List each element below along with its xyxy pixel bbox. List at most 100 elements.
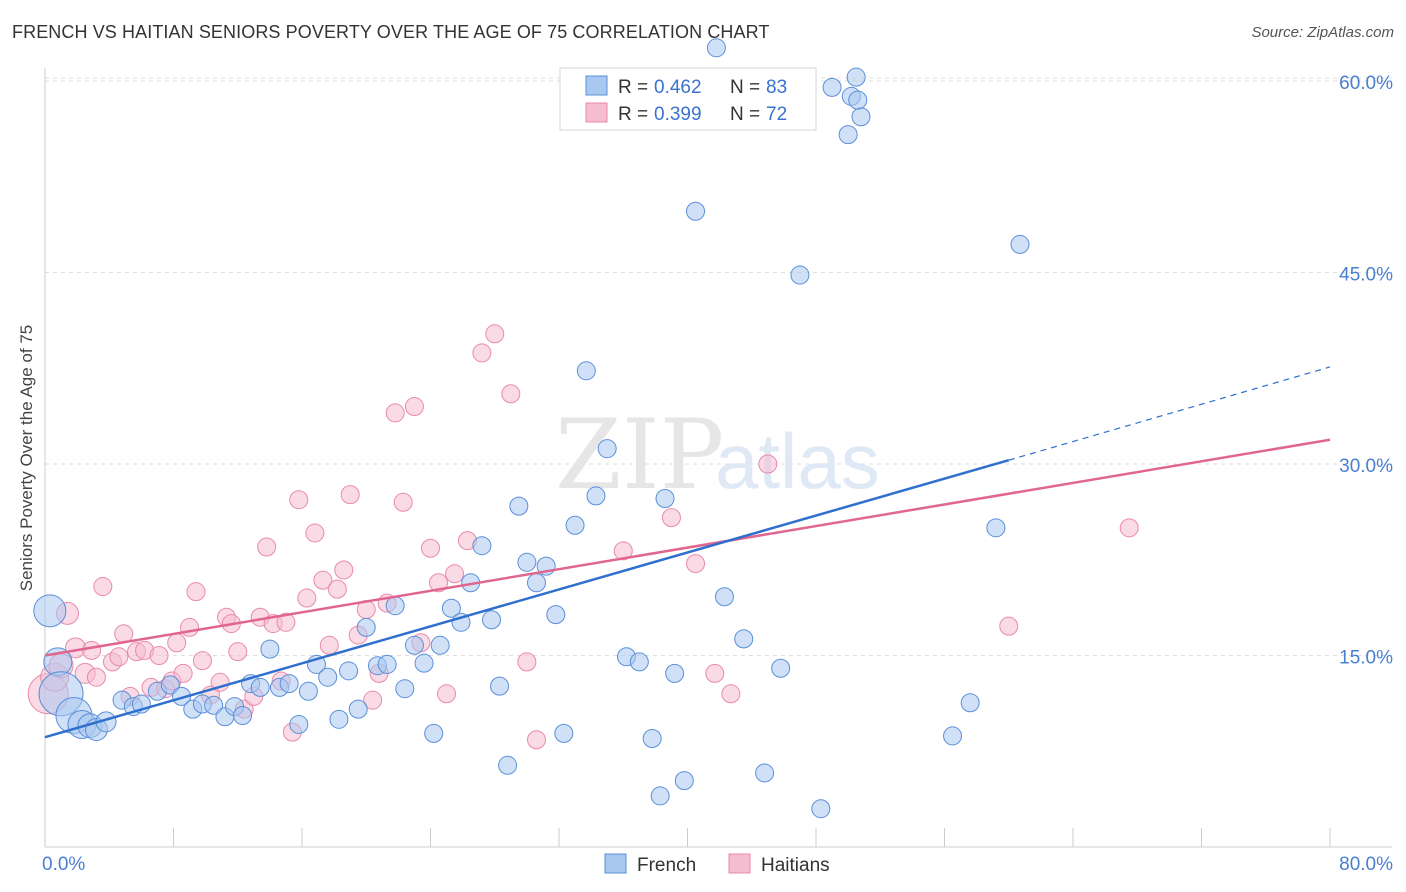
french-point (160, 675, 180, 695)
haitians-point (661, 508, 681, 528)
french-points (33, 38, 1030, 819)
haitians-point (257, 537, 277, 557)
french-point (472, 536, 492, 556)
french-point (339, 661, 359, 681)
french-point (665, 663, 685, 683)
haitians-point (613, 541, 633, 561)
french-point (851, 107, 871, 127)
french-point (811, 799, 831, 819)
haitians-point (1119, 518, 1139, 538)
french-point (430, 635, 450, 655)
french-point (629, 652, 649, 672)
french-point (838, 125, 858, 145)
haitians-point (297, 588, 317, 608)
legend-n-label-french: N = (730, 77, 760, 98)
bottom-legend-haitians: Haitians (761, 855, 830, 876)
haitians-point (437, 684, 457, 704)
haitians-point (313, 570, 333, 590)
haitians-point (86, 667, 106, 687)
watermark-atlas: atlas (715, 417, 880, 505)
french-point (260, 639, 280, 659)
legend-swatch-haitians (585, 102, 608, 123)
french-point (498, 755, 518, 775)
french-point (385, 596, 405, 616)
haitians-point (758, 454, 778, 474)
top-legend: R = 0.462 N = 83 R = 0.399 N = 72 (559, 67, 817, 131)
french-point (33, 594, 67, 628)
french-point (289, 714, 309, 734)
french-point (517, 552, 537, 572)
french-point (377, 654, 397, 674)
french-point (565, 515, 585, 535)
legend-n-value-haitians: 72 (766, 104, 787, 125)
french-point (356, 617, 376, 637)
haitians-point (334, 560, 354, 580)
haitians-point (149, 646, 169, 665)
french-point (233, 706, 253, 726)
haitians-point (393, 492, 413, 512)
haitians-point (192, 651, 212, 671)
haitians-point (319, 635, 339, 655)
french-point (527, 573, 547, 593)
french-point (755, 763, 775, 783)
french-point (790, 265, 810, 285)
french-point (482, 610, 502, 630)
haitians-point (385, 403, 405, 423)
haitians-point (167, 633, 187, 653)
haitians-point (228, 642, 248, 662)
legend-swatch-french (585, 75, 608, 96)
haitians-point (404, 397, 424, 417)
haitians-point (305, 523, 325, 543)
french-point (441, 598, 461, 618)
haitians-point (340, 485, 360, 505)
haitians-point (186, 582, 206, 602)
french-point (204, 695, 224, 715)
y-tick-label: 15.0% (1339, 648, 1393, 669)
french-point (318, 667, 338, 687)
french-point (404, 635, 424, 655)
french-point (734, 629, 754, 649)
source-credit: Source: ZipAtlas.com (1251, 24, 1394, 41)
haitians-point (173, 663, 193, 683)
chart-title: FRENCH VS HAITIAN SENIORS POVERTY OVER T… (12, 22, 770, 42)
haitians-point (363, 690, 383, 710)
legend-n-value-french: 83 (766, 77, 787, 98)
haitians-point (445, 564, 465, 584)
haitians-point (421, 538, 440, 558)
french-point (509, 496, 529, 516)
french-point (586, 486, 606, 506)
french-point (554, 723, 574, 743)
french-point (674, 771, 694, 791)
haitians-point (93, 577, 113, 597)
bottom-legend-swatch-french (604, 853, 627, 874)
watermark-zip: ZIP (555, 399, 724, 511)
y-tick-label: 60.0% (1339, 73, 1393, 94)
french-point (771, 658, 791, 678)
french-point (279, 674, 299, 694)
haitians-point (429, 573, 449, 593)
haitians-point (686, 554, 706, 574)
trend-lines (44, 366, 1331, 739)
french-point (576, 361, 596, 381)
french-point (1010, 234, 1030, 254)
haitians-point (327, 579, 347, 599)
haitians-point (180, 617, 200, 637)
french-point (986, 518, 1006, 538)
french-point (642, 728, 662, 748)
legend-r-label-french: R = (618, 77, 648, 98)
french-point (960, 693, 980, 713)
french-point (706, 38, 726, 58)
french-trend-line (44, 458, 1010, 739)
french-point (655, 488, 675, 508)
legend-r-label-haitians: R = (618, 104, 648, 125)
haitians-points (27, 324, 1139, 750)
french-point (686, 201, 706, 221)
haitians-point (721, 684, 741, 704)
french-point (348, 699, 368, 719)
haitians-point (109, 647, 129, 667)
french-point (414, 653, 434, 673)
bottom-legend-french: French (637, 855, 696, 876)
haitians-point (517, 652, 537, 672)
haitians-point (485, 324, 505, 344)
watermark: ZIP atlas (555, 399, 880, 511)
